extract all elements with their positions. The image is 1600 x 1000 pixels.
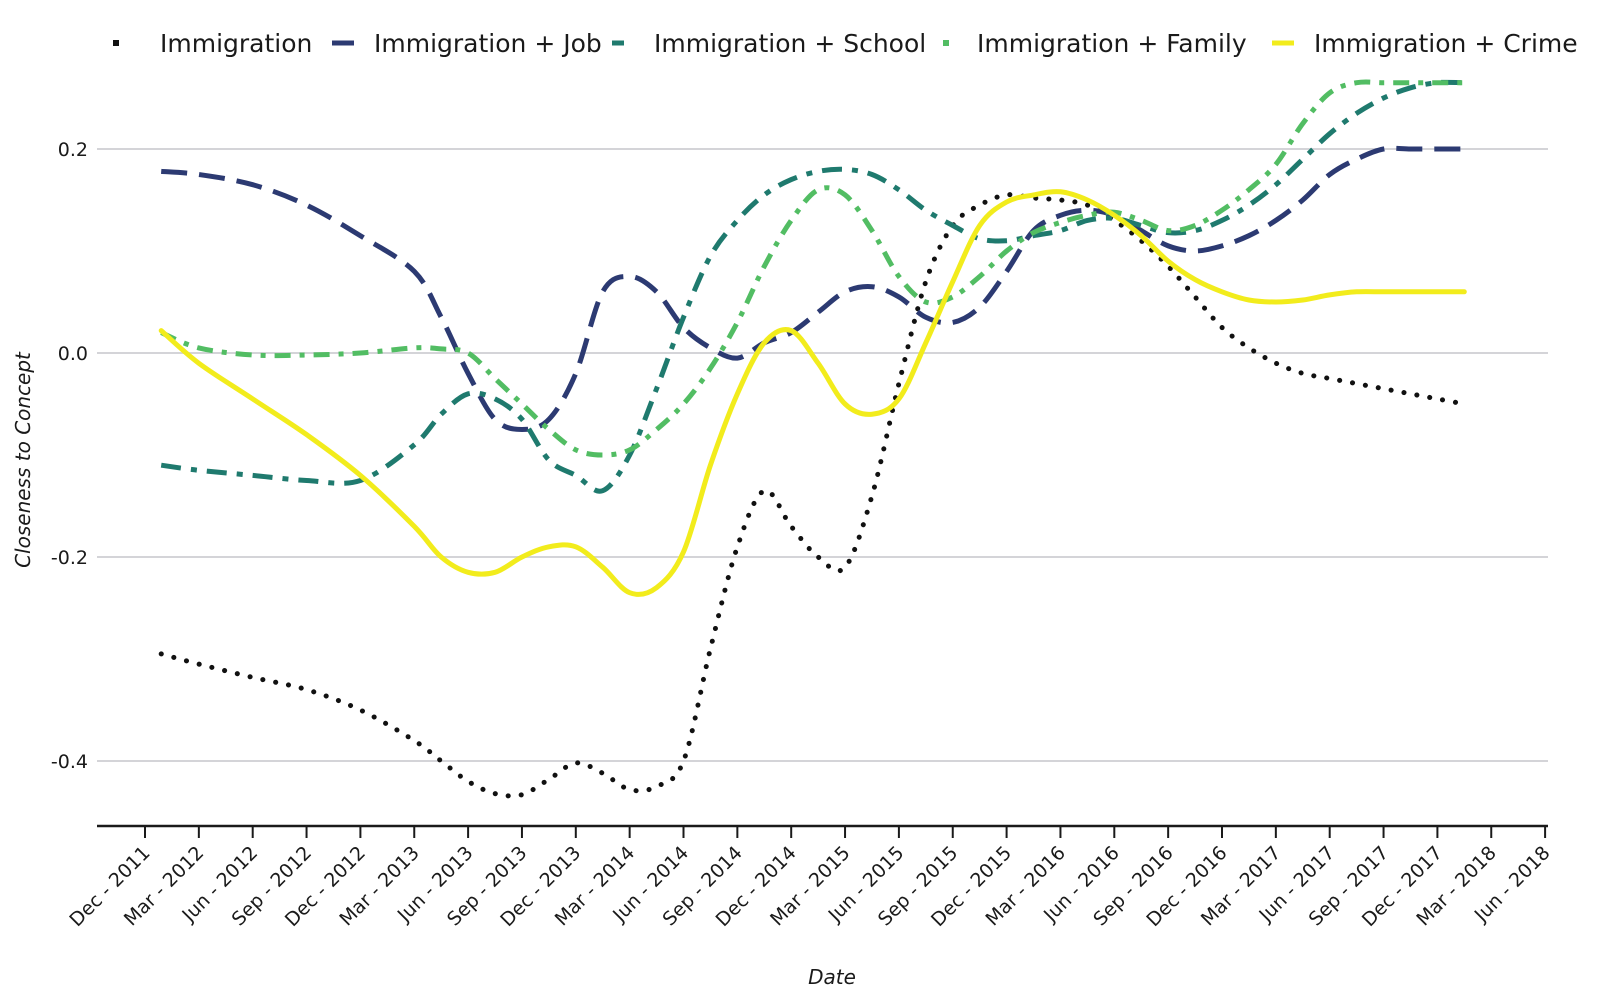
y-tick-label: -0.4 [51, 751, 88, 773]
series-line-immigration-job [160, 145, 1465, 432]
legend-label: Immigration + Job [374, 29, 602, 58]
series-line-immigration-school [160, 79, 1465, 494]
x-axis-title: Date [808, 965, 856, 989]
legend-item: Immigration + Crime [1272, 29, 1578, 58]
legend: Immigration Immigration + Job Immigration … [113, 29, 1578, 58]
series-lines [158, 79, 1467, 799]
y-tick-label: 0.2 [58, 139, 88, 161]
y-tick-label: -0.2 [51, 547, 88, 569]
y-tick-label: 0.0 [58, 343, 88, 365]
legend-item: Immigration + Job [332, 29, 602, 58]
legend-swatch [943, 40, 949, 46]
legend-swatch [113, 40, 119, 46]
legend-label: Immigration + School [654, 29, 926, 58]
y-axis-title: Closeness to Concept [11, 351, 35, 568]
series-line-immigration-family [160, 79, 1465, 458]
legend-item: Immigration + School [612, 29, 926, 58]
legend-label: Immigration + Crime [1314, 29, 1578, 58]
legend-label: Immigration + Family [977, 29, 1247, 58]
series-line-immigration-crime [158, 189, 1467, 597]
series-line-immigration [158, 192, 1467, 799]
gridlines: 0.2 0.0 -0.2 -0.4 [51, 139, 1548, 773]
legend-item: Immigration + Family [943, 29, 1247, 58]
legend-label: Immigration [160, 29, 312, 58]
legend-item: Immigration [113, 29, 312, 58]
